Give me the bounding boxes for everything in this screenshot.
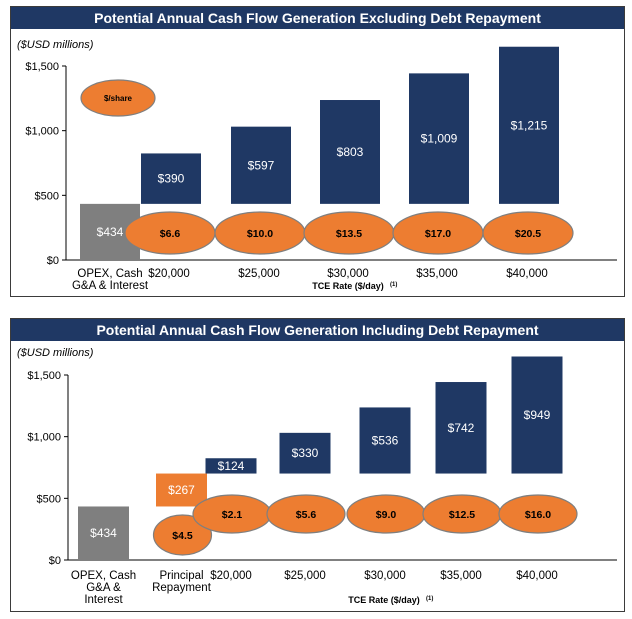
category-label: $25,000 [238, 268, 280, 280]
chart-title: Potential Annual Cash Flow Generation In… [11, 319, 624, 341]
legend-label: $/share [104, 94, 133, 103]
bar-tce [435, 382, 487, 474]
per-share-oval [152, 514, 213, 556]
category-label: $30,000 [327, 268, 369, 280]
bar-value-label: $1,009 [421, 132, 458, 146]
bar-tce [499, 46, 559, 204]
unit-label: ($USD millions) [17, 347, 94, 359]
chart-excluding-debt: ($USD millions) $0 $500 $1,000 $1,500 $434 OPE… [17, 39, 617, 292]
y-tick-label: $500 [35, 190, 59, 202]
per-share-label: $17.0 [425, 228, 451, 240]
unit-label: ($USD millions) [17, 39, 94, 51]
bar-value-label: $1,215 [511, 118, 548, 132]
per-share-label: $16.0 [525, 509, 551, 521]
category-label: G&A & [86, 582, 121, 594]
per-share-label: $4.5 [172, 530, 193, 542]
bar-value-label: $742 [448, 421, 475, 435]
bar-value-label: $267 [168, 483, 195, 497]
category-label: $25,000 [284, 570, 326, 582]
y-tick-label: $1,500 [27, 370, 61, 382]
per-share-label: $20.5 [515, 228, 541, 240]
per-share-oval [498, 494, 578, 534]
x-axis-title-footnote: (1) [426, 596, 433, 602]
bar-opex [78, 506, 129, 560]
legend-oval [80, 79, 156, 117]
category-label: $20,000 [148, 268, 190, 280]
y-tick-label: $0 [49, 555, 61, 567]
bar-tce [141, 153, 201, 204]
per-share-label: $2.1 [222, 509, 243, 521]
bar-value-label: $330 [292, 446, 319, 460]
bar-tce [359, 407, 411, 474]
bar-tce [409, 73, 469, 204]
y-tick-label: $1,500 [25, 61, 59, 73]
bar-value-label: $597 [248, 158, 275, 172]
per-share-oval [266, 494, 346, 534]
category-label: $30,000 [364, 570, 406, 582]
bar-tce [231, 126, 291, 204]
category-label: $40,000 [506, 268, 548, 280]
y-tick-label: $500 [37, 493, 61, 505]
category-label: $35,000 [440, 570, 482, 582]
x-axis-title: TCE Rate ($/day) [348, 595, 420, 605]
category-label: $40,000 [516, 570, 558, 582]
bar-value-label: $949 [524, 408, 551, 422]
per-share-label: $12.5 [449, 509, 475, 521]
bar-value-label: $803 [337, 145, 364, 159]
bar-tce [205, 458, 257, 474]
bar-tce [320, 100, 380, 204]
bar-tce [279, 432, 331, 474]
per-share-label: $5.6 [296, 509, 317, 521]
bar-value-label: $390 [158, 172, 185, 186]
category-label: Interest [84, 594, 123, 606]
chart-panel-including-debt: Potential Annual Cash Flow Generation In… [10, 318, 625, 612]
chart-including-debt: ($USD millions) $0 $500 $1,000 $1,500 $434 OPE… [17, 347, 617, 606]
category-label: OPEX, Cash [77, 268, 142, 280]
per-share-label: $6.6 [160, 228, 181, 240]
bar-value-label: $124 [218, 459, 245, 473]
per-share-label: $13.5 [336, 228, 362, 240]
per-share-label: $9.0 [376, 509, 397, 521]
bar-value-label: $536 [372, 433, 399, 447]
category-label: OPEX, Cash [71, 570, 136, 582]
x-axis-title: TCE Rate ($/day) [312, 281, 384, 291]
x-axis-title-footnote: (1) [390, 282, 397, 288]
chart-title: Potential Annual Cash Flow Generation Ex… [11, 7, 624, 29]
category-label: $35,000 [416, 268, 458, 280]
bar-value-label: $434 [90, 526, 117, 540]
bar-value-label: $434 [97, 225, 124, 239]
category-label: Principal [159, 570, 203, 582]
chart-panel-excluding-debt: Potential Annual Cash Flow Generation Ex… [10, 6, 625, 297]
y-tick-label: $0 [47, 255, 59, 267]
y-tick-label: $1,000 [25, 126, 59, 138]
category-label: Repayment [152, 582, 212, 594]
per-share-oval [482, 211, 574, 255]
bar-principal-repayment [156, 473, 207, 507]
y-tick-label: $1,000 [27, 432, 61, 444]
category-label: $20,000 [210, 570, 252, 582]
bar-tce [511, 356, 563, 474]
per-share-label: $10.0 [247, 228, 273, 240]
category-label: G&A & Interest [72, 280, 149, 292]
